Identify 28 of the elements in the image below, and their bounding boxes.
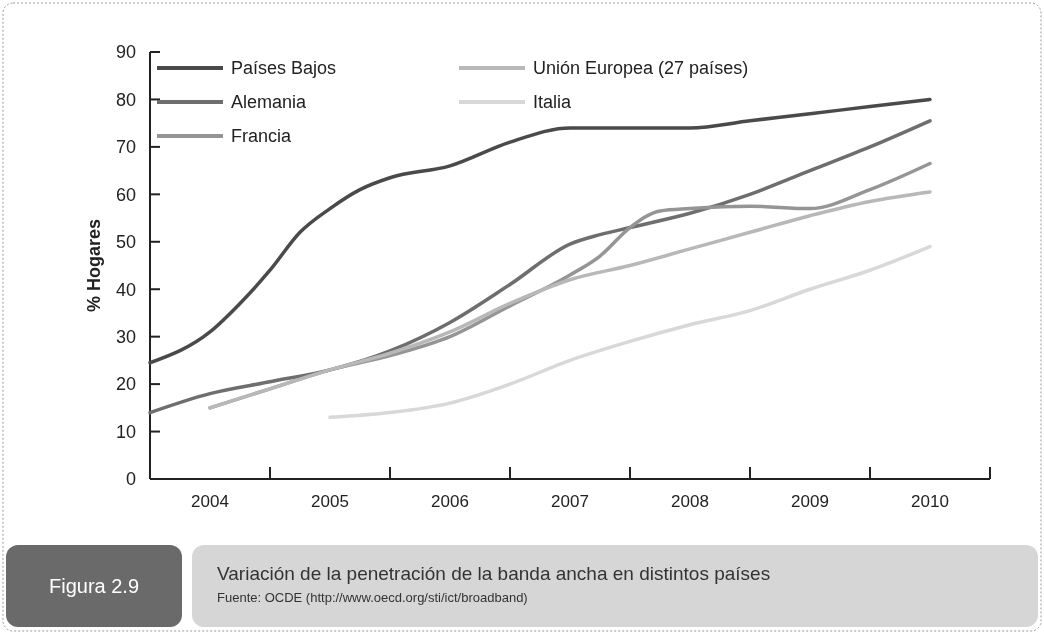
- legend-label: Países Bajos: [231, 58, 337, 79]
- x-tick-label: 2009: [791, 492, 829, 511]
- y-tick-label: 60: [115, 184, 136, 205]
- y-tick-label: 70: [115, 137, 136, 158]
- y-tick-label: 0: [125, 469, 136, 490]
- x-tick-label: 2006: [431, 492, 469, 511]
- y-tick-label: 20: [115, 374, 136, 395]
- legend-label: Francia: [231, 126, 293, 147]
- y-tick-label: 10: [115, 421, 136, 442]
- source-note: Fuente: OCDE (http://www.oecd.org/sti/ict/broadband): [217, 590, 528, 605]
- y-tick-label: 30: [115, 326, 136, 347]
- y-axis-title: % Hogares: [84, 218, 104, 313]
- y-tick-label: 80: [115, 89, 136, 110]
- text: Variación de la penetración de la banda ancha en distintos países: [217, 563, 771, 584]
- legend-label: Unión Europea (27 países): [533, 58, 749, 79]
- x-tick-label: 2004: [191, 492, 229, 511]
- x-tick-label: 2008: [671, 492, 709, 511]
- line-series: [328, 244, 932, 420]
- y-tick-label: 50: [115, 232, 136, 253]
- text: Figura 2.9: [48, 575, 140, 597]
- line-series: [148, 97, 932, 365]
- x-tick-label: 2005: [311, 492, 349, 511]
- y-tick-label: 40: [115, 279, 136, 300]
- legend-label: Italia: [533, 92, 573, 113]
- x-tick-label: 2010: [911, 492, 949, 511]
- legend-label: Alemania: [231, 92, 308, 113]
- x-tick-label: 2007: [551, 492, 589, 511]
- y-tick-label: 90: [115, 42, 136, 63]
